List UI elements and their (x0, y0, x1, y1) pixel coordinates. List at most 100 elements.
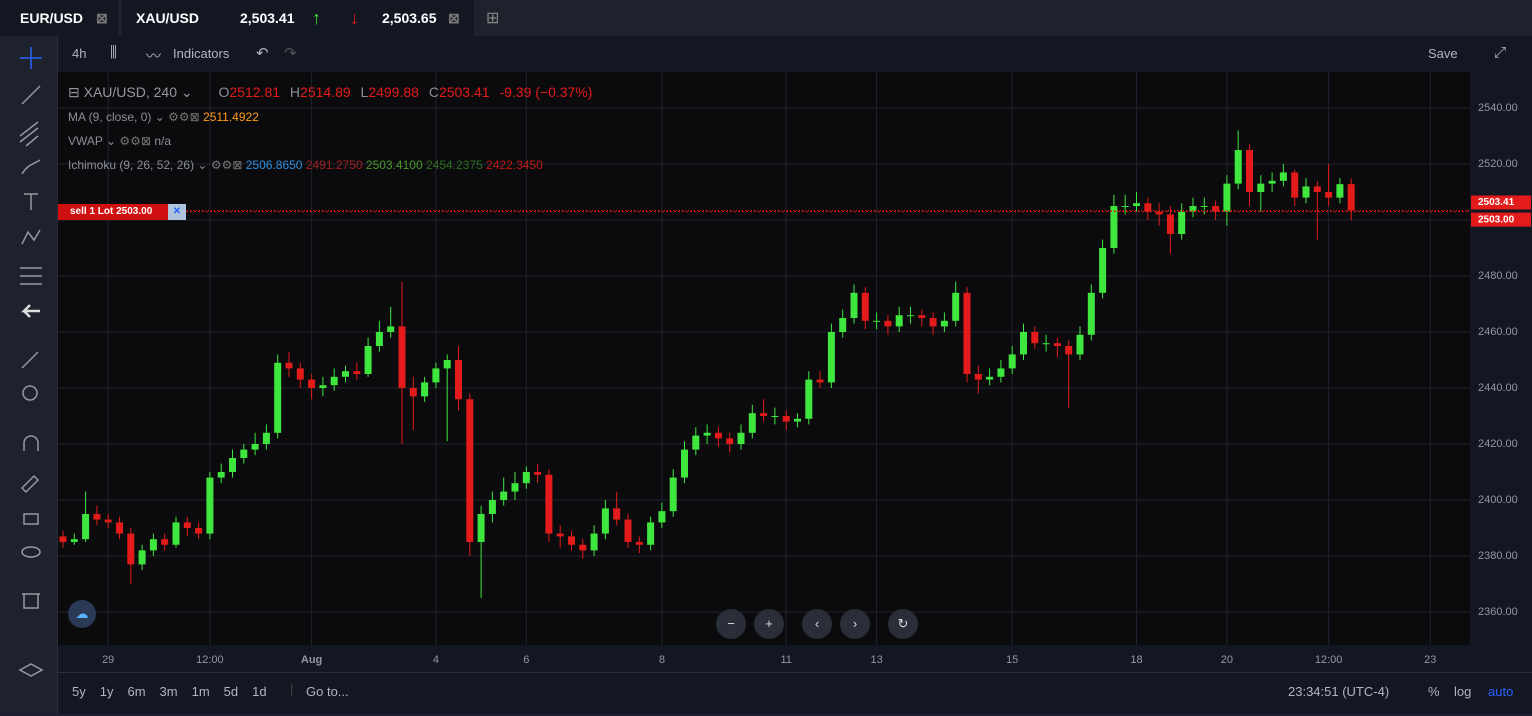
tab[interactable]: EUR/USD ⊠ (0, 0, 118, 36)
indicators-icon: 〰 (146, 48, 162, 65)
y-tick-label: 2380.00 (1478, 550, 1518, 562)
candle-body (568, 536, 575, 545)
ma-name: MA (9, close, 0) (68, 110, 152, 124)
close[interactable]: ⊠ (448, 10, 460, 26)
x-tick-label: Aug (301, 654, 322, 666)
range[interactable]: 5d (223, 684, 239, 699)
candle-body (342, 371, 349, 377)
goto[interactable]: Go to... (306, 684, 349, 699)
candle-body (1302, 186, 1310, 198)
add-tab[interactable]: ⊞ (486, 10, 500, 27)
text-tool[interactable] (24, 193, 38, 210)
range[interactable]: 6m (127, 684, 146, 699)
zoom-out[interactable]: − (716, 609, 746, 639)
vwap-legend: VWAP ⌄ ⚙⚙⊠ n/a (68, 134, 172, 148)
ichimoku-value: 2422.3450 (486, 158, 543, 172)
back[interactable] (20, 304, 40, 318)
candle-body (183, 522, 191, 528)
magnet[interactable] (23, 435, 39, 451)
candle-body (974, 373, 982, 380)
fib[interactable] (19, 121, 39, 147)
candle-body (613, 508, 621, 520)
symbol: ⊟ XAU/USD, 240 ⌄ (68, 84, 193, 100)
y-tick-label: 2420.00 (1478, 438, 1518, 450)
eye[interactable] (21, 546, 41, 558)
candle-body (1347, 184, 1355, 211)
candle-body (1279, 172, 1287, 181)
candle-body (206, 477, 214, 534)
brush[interactable] (21, 159, 41, 175)
l: L (360, 84, 369, 100)
candle-body (1189, 206, 1197, 212)
candle-body (1325, 192, 1333, 198)
auto[interactable]: auto (1488, 684, 1514, 699)
chart: 2360.00 2380.00 2400.00 2420.00 2440.00 2460.… (58, 72, 1532, 672)
candle-body (545, 474, 553, 534)
candle-body (364, 346, 372, 374)
scroll-left[interactable]: ‹ (802, 609, 832, 639)
trend-line[interactable] (21, 85, 41, 105)
x-tick-label: 11 (780, 654, 791, 666)
candle-body (285, 362, 293, 369)
candle-body (262, 432, 270, 444)
candle-body (714, 432, 722, 439)
candle-body (737, 432, 745, 444)
candle-body (907, 315, 914, 317)
tab-symbol: EUR/USD (20, 10, 84, 26)
candle-body (1031, 332, 1039, 344)
range[interactable]: 5y (72, 684, 86, 699)
candle-body (195, 527, 203, 534)
y-tick-label: 2360.00 (1478, 606, 1518, 618)
indicators[interactable]: Indicators (173, 46, 230, 61)
x-tick-label: 29 (102, 654, 114, 666)
undo[interactable]: ↶ (256, 45, 269, 62)
prediction[interactable] (20, 267, 42, 285)
up-arrow: ↑ (312, 8, 321, 28)
range[interactable]: 1y (99, 684, 114, 699)
candle-body (409, 387, 417, 397)
candle-body (466, 399, 474, 542)
candle-body (839, 318, 847, 333)
tab[interactable]: XAU/USD 2,503.41 ↑ ↓ 2,503.65 ⊠ (122, 0, 474, 36)
save[interactable]: Save (1428, 46, 1458, 61)
lock-draw[interactable] (20, 474, 40, 494)
clock: 23:34:51 (UTC-4) (1288, 684, 1390, 699)
cancel-order[interactable]: ✕ (168, 203, 186, 220)
candle-body (1087, 292, 1095, 335)
reset[interactable]: ↻ (888, 609, 918, 639)
pattern[interactable] (21, 229, 41, 245)
fullscreen[interactable]: ⤢ (1494, 44, 1507, 61)
range[interactable]: 1m (191, 684, 210, 699)
tab-symbol: XAU/USD (136, 10, 200, 26)
candle-body (500, 491, 508, 500)
x-tick-label: 6 (523, 654, 529, 666)
order-line-label[interactable]: sell 1 Lot 2503.00 ✕ (58, 203, 186, 220)
candle-body (726, 438, 734, 444)
candle-body (229, 457, 236, 472)
tool-icons (18, 47, 44, 677)
x-tick-label: 4 (433, 654, 439, 666)
percent[interactable]: % (1428, 684, 1440, 699)
layers[interactable] (18, 663, 44, 677)
redo[interactable]: ↷ (284, 45, 297, 62)
x-tick-label: 12:00 (196, 654, 224, 666)
candle-body (443, 360, 451, 369)
ruler[interactable] (21, 351, 39, 369)
candle-body (240, 449, 248, 458)
crosshair[interactable] (20, 47, 42, 69)
ichimoku-value: 2506.8650 (245, 158, 303, 172)
range[interactable]: 3m (159, 684, 178, 699)
log[interactable]: log (1454, 684, 1472, 699)
range[interactable]: 1d (252, 684, 267, 699)
time-axis (58, 645, 1470, 672)
zoom[interactable] (22, 385, 38, 401)
ichimoku-name: Ichimoku (9, 26, 52, 26) (68, 158, 195, 172)
scroll-right[interactable]: › (840, 609, 870, 639)
change: -9.39 (−0.37%) (499, 84, 593, 100)
trash[interactable] (22, 593, 40, 609)
interval[interactable]: 4h (72, 46, 87, 61)
chart-type[interactable]: ⫼ (110, 44, 117, 61)
zoom-in[interactable]: + (754, 609, 784, 639)
lock[interactable] (23, 513, 39, 525)
price-axis (1470, 72, 1532, 672)
